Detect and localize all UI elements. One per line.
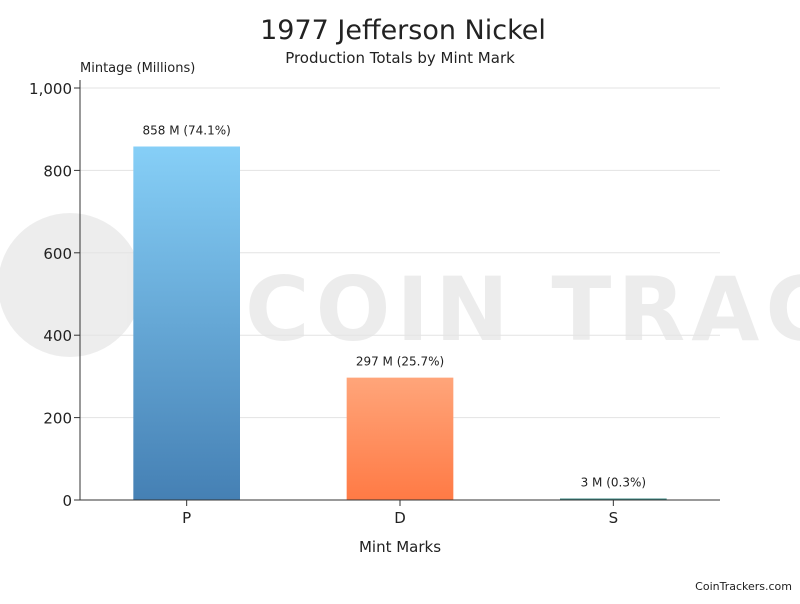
watermark-text: COIN TRACKERS	[245, 258, 800, 361]
watermark-mascot-icon	[0, 213, 142, 357]
bar-d	[346, 377, 454, 500]
watermark: COIN TRACKERS	[0, 213, 800, 361]
y-tick-label: 1,000	[29, 80, 72, 98]
x-tick-label: D	[394, 509, 406, 527]
bars: 858 M (74.1%) 297 M (25.7%) 3 M (0.3%)	[133, 124, 667, 500]
y-axis-title: Mintage (Millions)	[80, 61, 195, 76]
bar-s	[560, 498, 667, 500]
y-tick-label: 400	[43, 327, 72, 345]
bar-data-label: 297 M (25.7%)	[356, 355, 444, 369]
bar-data-label: 858 M (74.1%)	[142, 124, 230, 138]
footer-credit: CoinTrackers.com	[695, 580, 792, 593]
y-tick-label: 200	[43, 410, 72, 428]
y-tick-label: 800	[43, 162, 72, 180]
chart-title: 1977 Jefferson Nickel	[260, 15, 546, 46]
x-tick-label: S	[609, 509, 619, 527]
y-axis-ticks: 0 200 400 600 800 1,000	[29, 80, 80, 510]
bar-data-label: 3 M (0.3%)	[581, 476, 646, 490]
x-axis-title: Mint Marks	[359, 538, 441, 556]
x-tick-label: P	[182, 509, 191, 527]
y-tick-label: 600	[43, 245, 72, 263]
chart-subtitle: Production Totals by Mint Mark	[285, 49, 515, 67]
y-tick-label: 0	[62, 492, 72, 510]
bar-p	[133, 146, 240, 500]
